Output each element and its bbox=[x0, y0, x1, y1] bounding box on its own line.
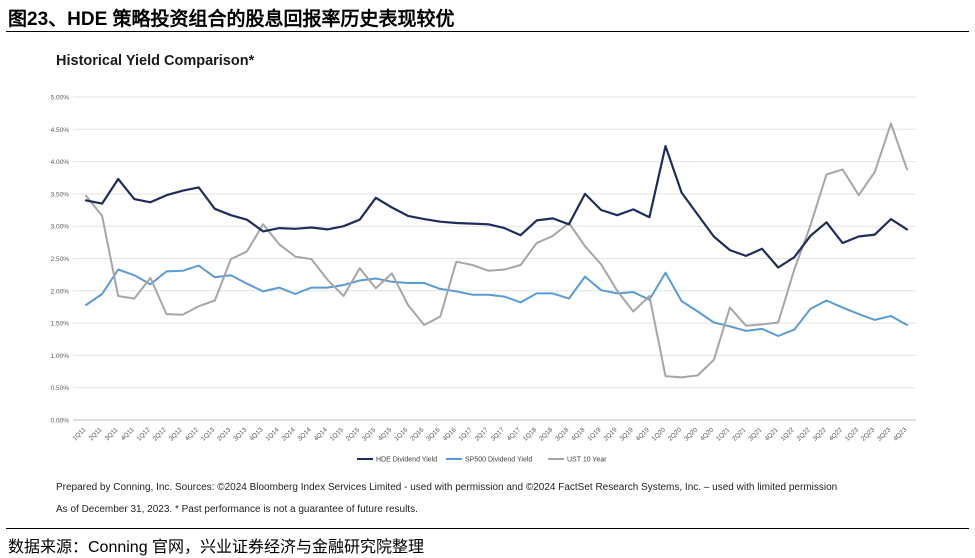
series-lines bbox=[84, 122, 909, 379]
legend-label: HDE Dividend Yield bbox=[376, 457, 437, 464]
x-tick-label: 2Q16 bbox=[409, 426, 425, 442]
x-tick-label: 3Q16 bbox=[425, 426, 441, 442]
x-tick-label: 3Q17 bbox=[490, 426, 506, 442]
y-tick-label: 0.50% bbox=[51, 385, 70, 392]
x-tick-label: 4Q12 bbox=[184, 426, 200, 442]
x-tick-label: 2Q14 bbox=[280, 426, 296, 442]
y-tick-label: 3.00% bbox=[51, 224, 70, 231]
x-tick-label: 1Q20 bbox=[651, 426, 667, 442]
y-tick-label: 4.50% bbox=[51, 127, 70, 134]
x-tick-label: 3Q18 bbox=[554, 426, 570, 442]
x-tick-label: 2Q12 bbox=[152, 426, 168, 442]
x-tick-label: 4Q21 bbox=[763, 426, 779, 442]
x-tick-label: 1Q14 bbox=[264, 426, 280, 442]
x-tick-label: 3Q15 bbox=[361, 426, 377, 442]
x-tick-label: 2Q22 bbox=[796, 426, 812, 442]
legend-label: SP500 Dividend Yield bbox=[465, 457, 532, 464]
x-tick-label: 2Q21 bbox=[731, 426, 747, 442]
series-line-hde-dividend-yield bbox=[84, 145, 909, 269]
x-tick-label: 1Q13 bbox=[200, 426, 216, 442]
y-tick-label: 2.50% bbox=[51, 256, 70, 263]
yield-line-chart: 0.00% 0.50% 1.00% 1.50% 2.00% 2.50% 3.00% 3.50%… bbox=[51, 95, 916, 464]
series-line-sp500-dividend-yield bbox=[85, 264, 908, 337]
y-tick-label: 3.50% bbox=[51, 191, 70, 198]
x-tick-label: 3Q12 bbox=[168, 426, 184, 442]
x-tick-label: 4Q19 bbox=[635, 426, 651, 442]
x-tick-label: 2Q17 bbox=[474, 426, 490, 442]
x-tick-label: 4Q20 bbox=[699, 426, 715, 442]
x-tick-label: 2Q19 bbox=[602, 426, 618, 442]
x-tick-label: 3Q23 bbox=[876, 426, 892, 442]
x-tick-label: 2Q20 bbox=[667, 426, 683, 442]
x-tick-label: 4Q23 bbox=[892, 426, 908, 442]
y-tick-label: 1.50% bbox=[51, 321, 70, 328]
x-tick-label: 2Q11 bbox=[88, 426, 104, 442]
series-line-ust-10-year bbox=[85, 122, 908, 379]
x-tick-label: 1Q23 bbox=[844, 426, 860, 442]
x-tick-label: 3Q14 bbox=[297, 426, 313, 442]
x-tick-label: 3Q13 bbox=[232, 426, 248, 442]
figure-title: 图23、HDE 策略投资组合的股息回报率历史表现较优 bbox=[8, 9, 455, 30]
footnote-disclaimer: As of December 31, 2023. * Past performa… bbox=[56, 504, 418, 515]
x-tick-label: 3Q11 bbox=[104, 426, 120, 442]
x-tick-label: 1Q21 bbox=[715, 426, 731, 442]
source-note: 数据来源：Conning 官网，兴业证券经济与金融研究院整理 bbox=[8, 539, 425, 556]
x-tick-label: 1Q22 bbox=[780, 426, 796, 442]
chart-title: Historical Yield Comparison* bbox=[56, 53, 255, 69]
x-tick-label: 4Q13 bbox=[248, 426, 264, 442]
x-tick-label: 1Q11 bbox=[72, 426, 88, 442]
x-tick-label: 3Q20 bbox=[683, 426, 699, 442]
x-tick-label: 3Q21 bbox=[747, 426, 763, 442]
x-tick-label: 4Q15 bbox=[377, 426, 393, 442]
x-tick-label: 1Q18 bbox=[522, 426, 538, 442]
footnote-sources: Prepared by Conning, Inc. Sources: ©2024… bbox=[56, 482, 838, 493]
x-axis-tick-labels: 1Q11 2Q11 3Q11 4Q11 1Q12 2Q12 3Q12 4Q12 1Q13 2Q13… bbox=[72, 426, 909, 442]
y-tick-label: 4.00% bbox=[51, 159, 70, 166]
x-tick-label: 4Q17 bbox=[506, 426, 522, 442]
x-tick-label: 1Q15 bbox=[329, 426, 345, 442]
top-rule bbox=[6, 31, 969, 32]
x-tick-label: 2Q23 bbox=[860, 426, 876, 442]
x-tick-label: 1Q16 bbox=[393, 426, 409, 442]
legend-label: UST 10 Year bbox=[567, 457, 607, 464]
x-tick-label: 3Q22 bbox=[812, 426, 828, 442]
x-tick-label: 4Q18 bbox=[570, 426, 586, 442]
y-tick-label: 2.00% bbox=[51, 288, 70, 295]
x-tick-label: 4Q11 bbox=[120, 426, 136, 442]
y-tick-label: 0.00% bbox=[51, 418, 70, 425]
x-tick-label: 1Q17 bbox=[458, 426, 474, 442]
y-tick-label: 5.00% bbox=[51, 95, 70, 102]
x-tick-label: 3Q19 bbox=[619, 426, 635, 442]
x-tick-label: 4Q14 bbox=[313, 426, 329, 442]
x-tick-label: 2Q18 bbox=[538, 426, 554, 442]
bottom-rule bbox=[6, 528, 969, 529]
x-tick-label: 1Q19 bbox=[586, 426, 602, 442]
grid-lines bbox=[73, 96, 916, 421]
x-tick-label: 4Q22 bbox=[828, 426, 844, 442]
x-tick-label: 2Q15 bbox=[345, 426, 361, 442]
y-tick-label: 1.00% bbox=[51, 353, 70, 360]
x-tick-label: 1Q12 bbox=[136, 426, 152, 442]
legend: HDE Dividend Yield SP500 Dividend Yield US… bbox=[357, 457, 607, 464]
x-tick-label: 4Q16 bbox=[441, 426, 457, 442]
x-tick-label: 2Q13 bbox=[216, 426, 232, 442]
y-axis-tick-labels: 0.00% 0.50% 1.00% 1.50% 2.00% 2.50% 3.00% 3.50%… bbox=[51, 95, 70, 425]
